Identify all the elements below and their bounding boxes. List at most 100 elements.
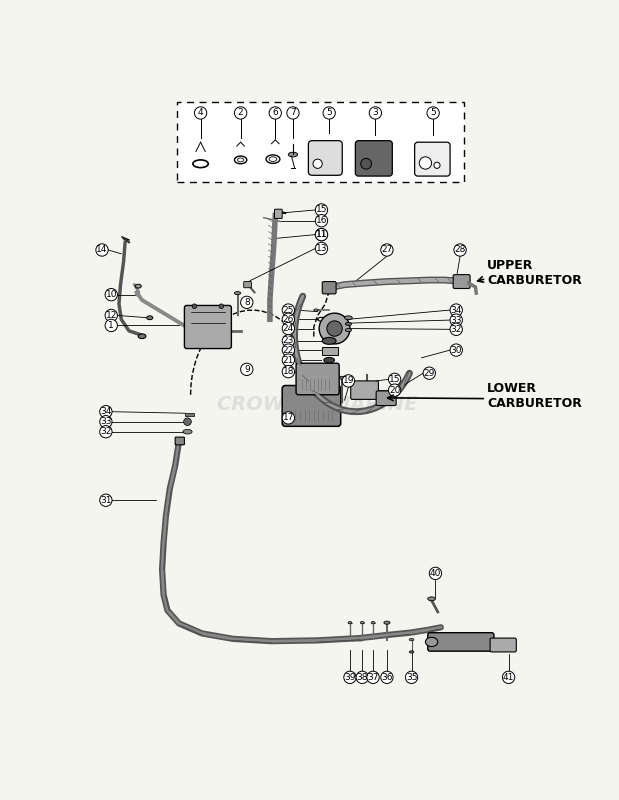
Circle shape [389, 373, 400, 386]
FancyBboxPatch shape [453, 274, 470, 289]
Circle shape [419, 157, 431, 169]
Text: 8: 8 [244, 298, 249, 307]
Circle shape [450, 304, 462, 316]
Text: 35: 35 [406, 673, 417, 682]
Text: 31: 31 [100, 496, 111, 505]
Text: 15: 15 [389, 375, 400, 384]
Circle shape [323, 106, 335, 119]
Circle shape [241, 296, 253, 309]
Bar [322, 347, 337, 354]
Ellipse shape [345, 316, 352, 320]
Ellipse shape [322, 338, 336, 344]
Ellipse shape [428, 597, 435, 601]
Text: 3: 3 [373, 109, 378, 118]
Circle shape [194, 106, 207, 119]
Circle shape [219, 304, 223, 309]
Text: 5: 5 [326, 109, 332, 118]
Text: 5: 5 [430, 109, 436, 118]
Text: 28: 28 [454, 246, 465, 254]
Text: 10: 10 [105, 290, 117, 299]
Ellipse shape [138, 334, 146, 338]
Text: 33: 33 [100, 418, 111, 426]
Circle shape [282, 366, 295, 378]
Circle shape [105, 310, 118, 322]
FancyBboxPatch shape [274, 209, 282, 218]
Circle shape [282, 322, 295, 334]
Text: 15: 15 [316, 206, 327, 214]
FancyBboxPatch shape [376, 391, 396, 406]
Circle shape [429, 567, 441, 579]
Ellipse shape [135, 284, 141, 288]
Text: 16: 16 [316, 216, 327, 226]
Circle shape [315, 214, 327, 227]
Ellipse shape [360, 622, 364, 624]
Text: 18: 18 [283, 367, 294, 376]
FancyBboxPatch shape [490, 638, 516, 652]
Circle shape [100, 494, 112, 506]
Text: 39: 39 [344, 673, 356, 682]
Text: 29: 29 [423, 369, 435, 378]
Text: 26: 26 [283, 314, 294, 324]
Text: 21: 21 [283, 356, 294, 365]
Circle shape [100, 426, 112, 438]
FancyBboxPatch shape [415, 142, 450, 176]
Bar [178, 102, 464, 182]
Circle shape [344, 671, 356, 683]
Circle shape [427, 106, 439, 119]
Text: 40: 40 [430, 569, 441, 578]
Text: 32: 32 [100, 427, 111, 436]
Circle shape [313, 159, 322, 168]
Circle shape [319, 313, 350, 344]
Text: 24: 24 [283, 324, 294, 333]
Circle shape [269, 106, 282, 119]
Text: 11: 11 [316, 230, 327, 239]
FancyBboxPatch shape [184, 306, 232, 349]
Circle shape [315, 229, 327, 241]
Circle shape [315, 242, 327, 254]
FancyBboxPatch shape [296, 363, 339, 394]
Circle shape [282, 344, 295, 356]
Ellipse shape [371, 622, 375, 624]
Text: 36: 36 [381, 673, 392, 682]
Text: 23: 23 [283, 336, 294, 346]
Text: 32: 32 [451, 325, 462, 334]
Circle shape [315, 229, 327, 241]
Circle shape [381, 244, 393, 256]
Circle shape [450, 344, 462, 356]
Ellipse shape [425, 638, 438, 646]
Circle shape [184, 418, 191, 426]
Circle shape [287, 106, 299, 119]
Circle shape [434, 162, 440, 168]
Ellipse shape [288, 152, 298, 157]
Circle shape [361, 158, 371, 169]
Circle shape [342, 374, 355, 387]
Circle shape [241, 363, 253, 375]
Text: 11: 11 [316, 230, 327, 239]
FancyBboxPatch shape [322, 282, 336, 294]
Text: CROWLEY MARINE: CROWLEY MARINE [217, 394, 418, 414]
Text: 20: 20 [389, 386, 400, 394]
Circle shape [327, 321, 342, 336]
Text: 34: 34 [451, 306, 462, 314]
FancyBboxPatch shape [355, 141, 392, 176]
Ellipse shape [324, 358, 334, 363]
Text: 1: 1 [108, 321, 114, 330]
Text: 41: 41 [503, 673, 514, 682]
Circle shape [315, 204, 327, 216]
Text: UPPER
CARBURETOR: UPPER CARBURETOR [487, 259, 582, 287]
Ellipse shape [147, 316, 153, 320]
Ellipse shape [340, 376, 345, 379]
Ellipse shape [314, 309, 318, 311]
Text: 2: 2 [238, 109, 243, 118]
Ellipse shape [345, 329, 352, 332]
FancyBboxPatch shape [244, 282, 251, 288]
Text: 6: 6 [272, 109, 278, 118]
Text: 30: 30 [451, 346, 462, 354]
Text: 25: 25 [283, 306, 294, 314]
Ellipse shape [235, 291, 241, 294]
Circle shape [389, 384, 400, 396]
Text: 14: 14 [97, 246, 108, 254]
Circle shape [369, 106, 381, 119]
FancyBboxPatch shape [175, 437, 184, 445]
Circle shape [454, 244, 466, 256]
